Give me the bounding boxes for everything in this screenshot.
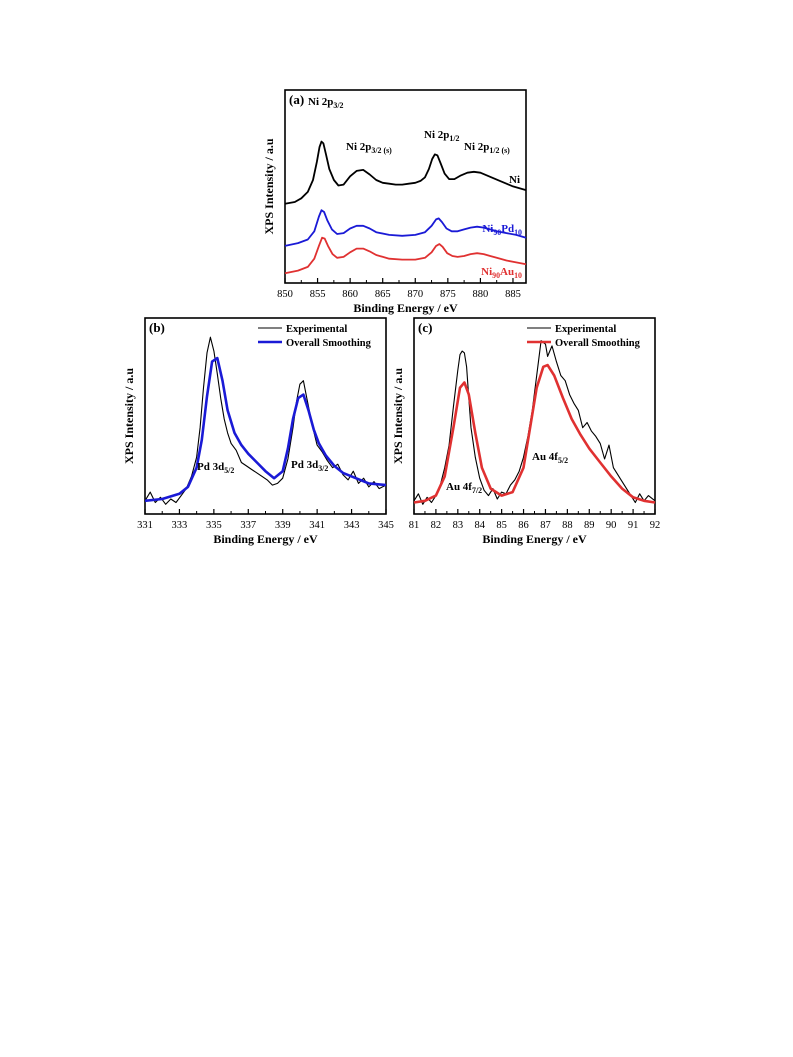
series-line-experimental (413, 340, 656, 505)
x-tick-label: 85 (496, 520, 507, 531)
x-tick-label: 82 (431, 520, 442, 531)
panel-b: 331 333 335 337 339 341 343 345 Binding Energy /… (122, 317, 394, 546)
x-axis-label: Binding Energy / eV (213, 532, 318, 546)
peak-label: Ni 2p1/2 (424, 129, 460, 143)
x-tick-label: 81 (409, 520, 420, 531)
x-tick-label: 92 (650, 520, 661, 531)
series-label: Ni90Pd10 (482, 223, 522, 237)
x-tick-label: 337 (240, 520, 256, 531)
x-tick-label: 333 (172, 520, 188, 531)
panel-a: 850 855 860 865 870 875 880 885 Binding Energy /… (262, 89, 527, 315)
panel-label: (c) (418, 320, 432, 335)
peak-label: Ni 2p3/2 (s) (346, 141, 392, 155)
series-label: Ni90Au10 (481, 266, 522, 280)
panel-label: (a) (289, 92, 304, 107)
x-axis-label: Binding Energy / eV (482, 532, 587, 546)
panel-label: (b) (149, 320, 165, 335)
series-line-ni90pd10 (284, 209, 527, 247)
legend-entry: Overall Smoothing (555, 338, 641, 349)
x-axis-label: Binding Energy / eV (353, 301, 458, 315)
y-axis-label: XPS Intensity / a.u (262, 138, 276, 234)
series-label: Ni (509, 174, 520, 186)
x-tick-label: 870 (407, 289, 423, 300)
x-tick-label: 343 (344, 520, 360, 531)
series-line-ni (284, 140, 527, 205)
peak-label: Pd 3d3/2 (291, 459, 328, 473)
x-tick-label: 86 (518, 520, 529, 531)
peak-label: Au 4f7/2 (446, 481, 482, 495)
x-tick-label: 850 (277, 289, 293, 300)
x-tick-label: 87 (540, 520, 551, 531)
x-tick-label: 84 (474, 520, 485, 531)
peak-label: Ni 2p1/2 (s) (464, 141, 510, 155)
legend-entry: Experimental (555, 324, 616, 335)
y-axis-label: XPS Intensity / a.u (391, 368, 405, 464)
x-tick-label: 88 (562, 520, 573, 531)
series-line-ni90au10 (284, 236, 527, 275)
x-tick-label: 855 (310, 289, 326, 300)
x-tick-label: 341 (309, 520, 325, 531)
series-line-experimental (144, 336, 387, 505)
x-tick-label: 83 (453, 520, 464, 531)
series-line-overall-smoothing (144, 356, 387, 503)
y-axis-label: XPS Intensity / a.u (122, 368, 136, 464)
x-tick-label: 345 (378, 520, 394, 531)
peak-label: Ni 2p3/2 (308, 96, 344, 110)
x-tick-label: 885 (505, 289, 521, 300)
series-line-overall-smoothing (413, 363, 656, 504)
x-tick-label: 91 (628, 520, 639, 531)
x-tick-label: 339 (275, 520, 291, 531)
peak-label: Pd 3d5/2 (197, 461, 234, 475)
x-tick-label: 331 (137, 520, 153, 531)
plot-frame (284, 89, 527, 284)
panel-c: 81 82 83 84 85 86 87 88 89 90 91 92 Binding Energy /… (391, 317, 661, 546)
peak-label: Au 4f5/2 (532, 451, 568, 465)
x-tick-label: 335 (206, 520, 222, 531)
x-tick-label: 880 (473, 289, 489, 300)
legend-entry: Experimental (286, 324, 347, 335)
x-tick-label: 90 (606, 520, 617, 531)
x-tick-label: 89 (584, 520, 595, 531)
x-tick-label: 865 (375, 289, 391, 300)
x-tick-label: 860 (342, 289, 358, 300)
x-tick-label: 875 (440, 289, 456, 300)
legend-entry: Overall Smoothing (286, 338, 372, 349)
